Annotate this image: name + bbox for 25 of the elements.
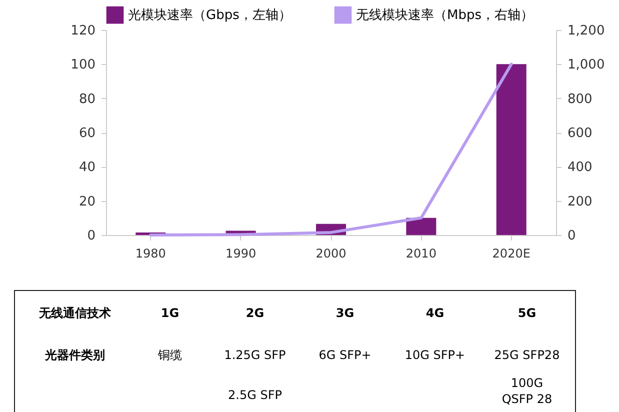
- technology-table: 无线通信技术 1G 2G 3G 4G 5G 光器件类别 铜缆 1.25G SFP 6G SFP+ 10G SFP+ 25G SFP28 2.5G SFP 100G QSFP 28: [14, 290, 576, 412]
- y2-tick-label: 400: [568, 160, 592, 176]
- y-tick-label: 120: [70, 24, 96, 38]
- line-series: [149, 62, 513, 236]
- y-tick-label: 40: [78, 160, 96, 176]
- legend-label: 无线模块速率（Mbps，右轴）: [356, 7, 534, 24]
- y2-tick-label: 600: [568, 126, 592, 141]
- y2-tick-label: 0: [568, 228, 576, 244]
- y-tick-label: 80: [78, 92, 96, 107]
- y2-tick-label: 1,200: [568, 24, 605, 38]
- y-tick-label: 0: [87, 228, 96, 244]
- y2-tick-label: 800: [568, 92, 592, 107]
- x-tick-label: 1990: [226, 246, 256, 260]
- y-tick-label: 20: [78, 194, 96, 210]
- x-tick-label: 2010: [406, 246, 436, 260]
- y-tick-label: 60: [78, 126, 96, 141]
- bar: [406, 218, 436, 235]
- legend-label: 光模块速率（Gbps，左轴）: [128, 7, 292, 24]
- x-tick-label: 1980: [135, 246, 166, 260]
- y-tick-label: 100: [70, 58, 96, 73]
- y2-tick-label: 200: [568, 194, 592, 210]
- bar: [496, 64, 526, 235]
- x-tick-label: 2020E: [492, 246, 530, 260]
- x-tick-label: 2000: [316, 246, 346, 260]
- y2-tick-label: 1,000: [568, 58, 605, 73]
